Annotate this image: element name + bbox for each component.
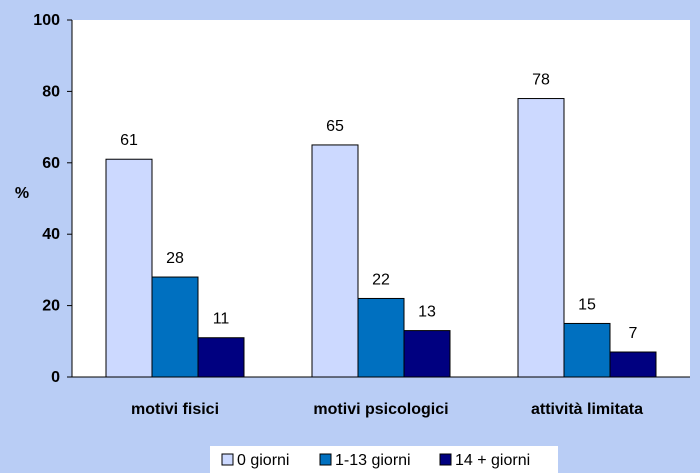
x-axis: motivi fisici motivi psicologici attività … xyxy=(72,376,690,418)
data-label: 11 xyxy=(213,311,230,328)
data-label: 7 xyxy=(629,325,638,342)
bar xyxy=(517,98,565,378)
bar xyxy=(105,158,153,378)
data-label: 13 xyxy=(418,304,436,321)
legend-swatch xyxy=(319,453,332,466)
x-category-label: motivi fisici xyxy=(131,401,219,418)
bar xyxy=(197,337,245,378)
x-category-label: motivi psicologici xyxy=(313,401,448,418)
legend-swatch xyxy=(439,453,452,466)
bar xyxy=(563,322,611,378)
bar xyxy=(609,351,657,378)
data-label: 61 xyxy=(120,132,138,149)
legend-label: 1-13 giorni xyxy=(335,452,411,469)
bar xyxy=(403,330,451,378)
bar xyxy=(357,297,405,378)
data-label: 28 xyxy=(166,250,184,267)
legend-label: 0 giorni xyxy=(237,452,289,469)
bar xyxy=(151,276,199,378)
legend-label: 14 + giorni xyxy=(455,452,530,469)
legend: 0 giorni 1-13 giorni 14 + giorni xyxy=(210,446,558,473)
y-tick-label: 80 xyxy=(42,83,60,100)
data-label: 78 xyxy=(532,72,550,89)
y-axis-label: % xyxy=(15,185,29,202)
data-labels: 61 28 11 65 22 13 78 15 7 xyxy=(120,72,637,342)
y-tick-label: 100 xyxy=(33,12,60,29)
y-axis: 0 20 40 60 80 100 xyxy=(33,12,73,386)
data-label: 65 xyxy=(326,118,344,135)
legend-swatch xyxy=(221,453,234,466)
y-tick-label: 40 xyxy=(42,226,60,243)
y-tick-label: 20 xyxy=(42,298,60,315)
y-tick-label: 60 xyxy=(42,155,60,172)
legend-box xyxy=(210,446,558,473)
data-label: 22 xyxy=(372,271,390,288)
data-label: 15 xyxy=(578,296,596,313)
bar xyxy=(311,144,359,378)
x-category-label: attività limitata xyxy=(531,401,643,418)
y-tick-label: 0 xyxy=(51,369,60,386)
